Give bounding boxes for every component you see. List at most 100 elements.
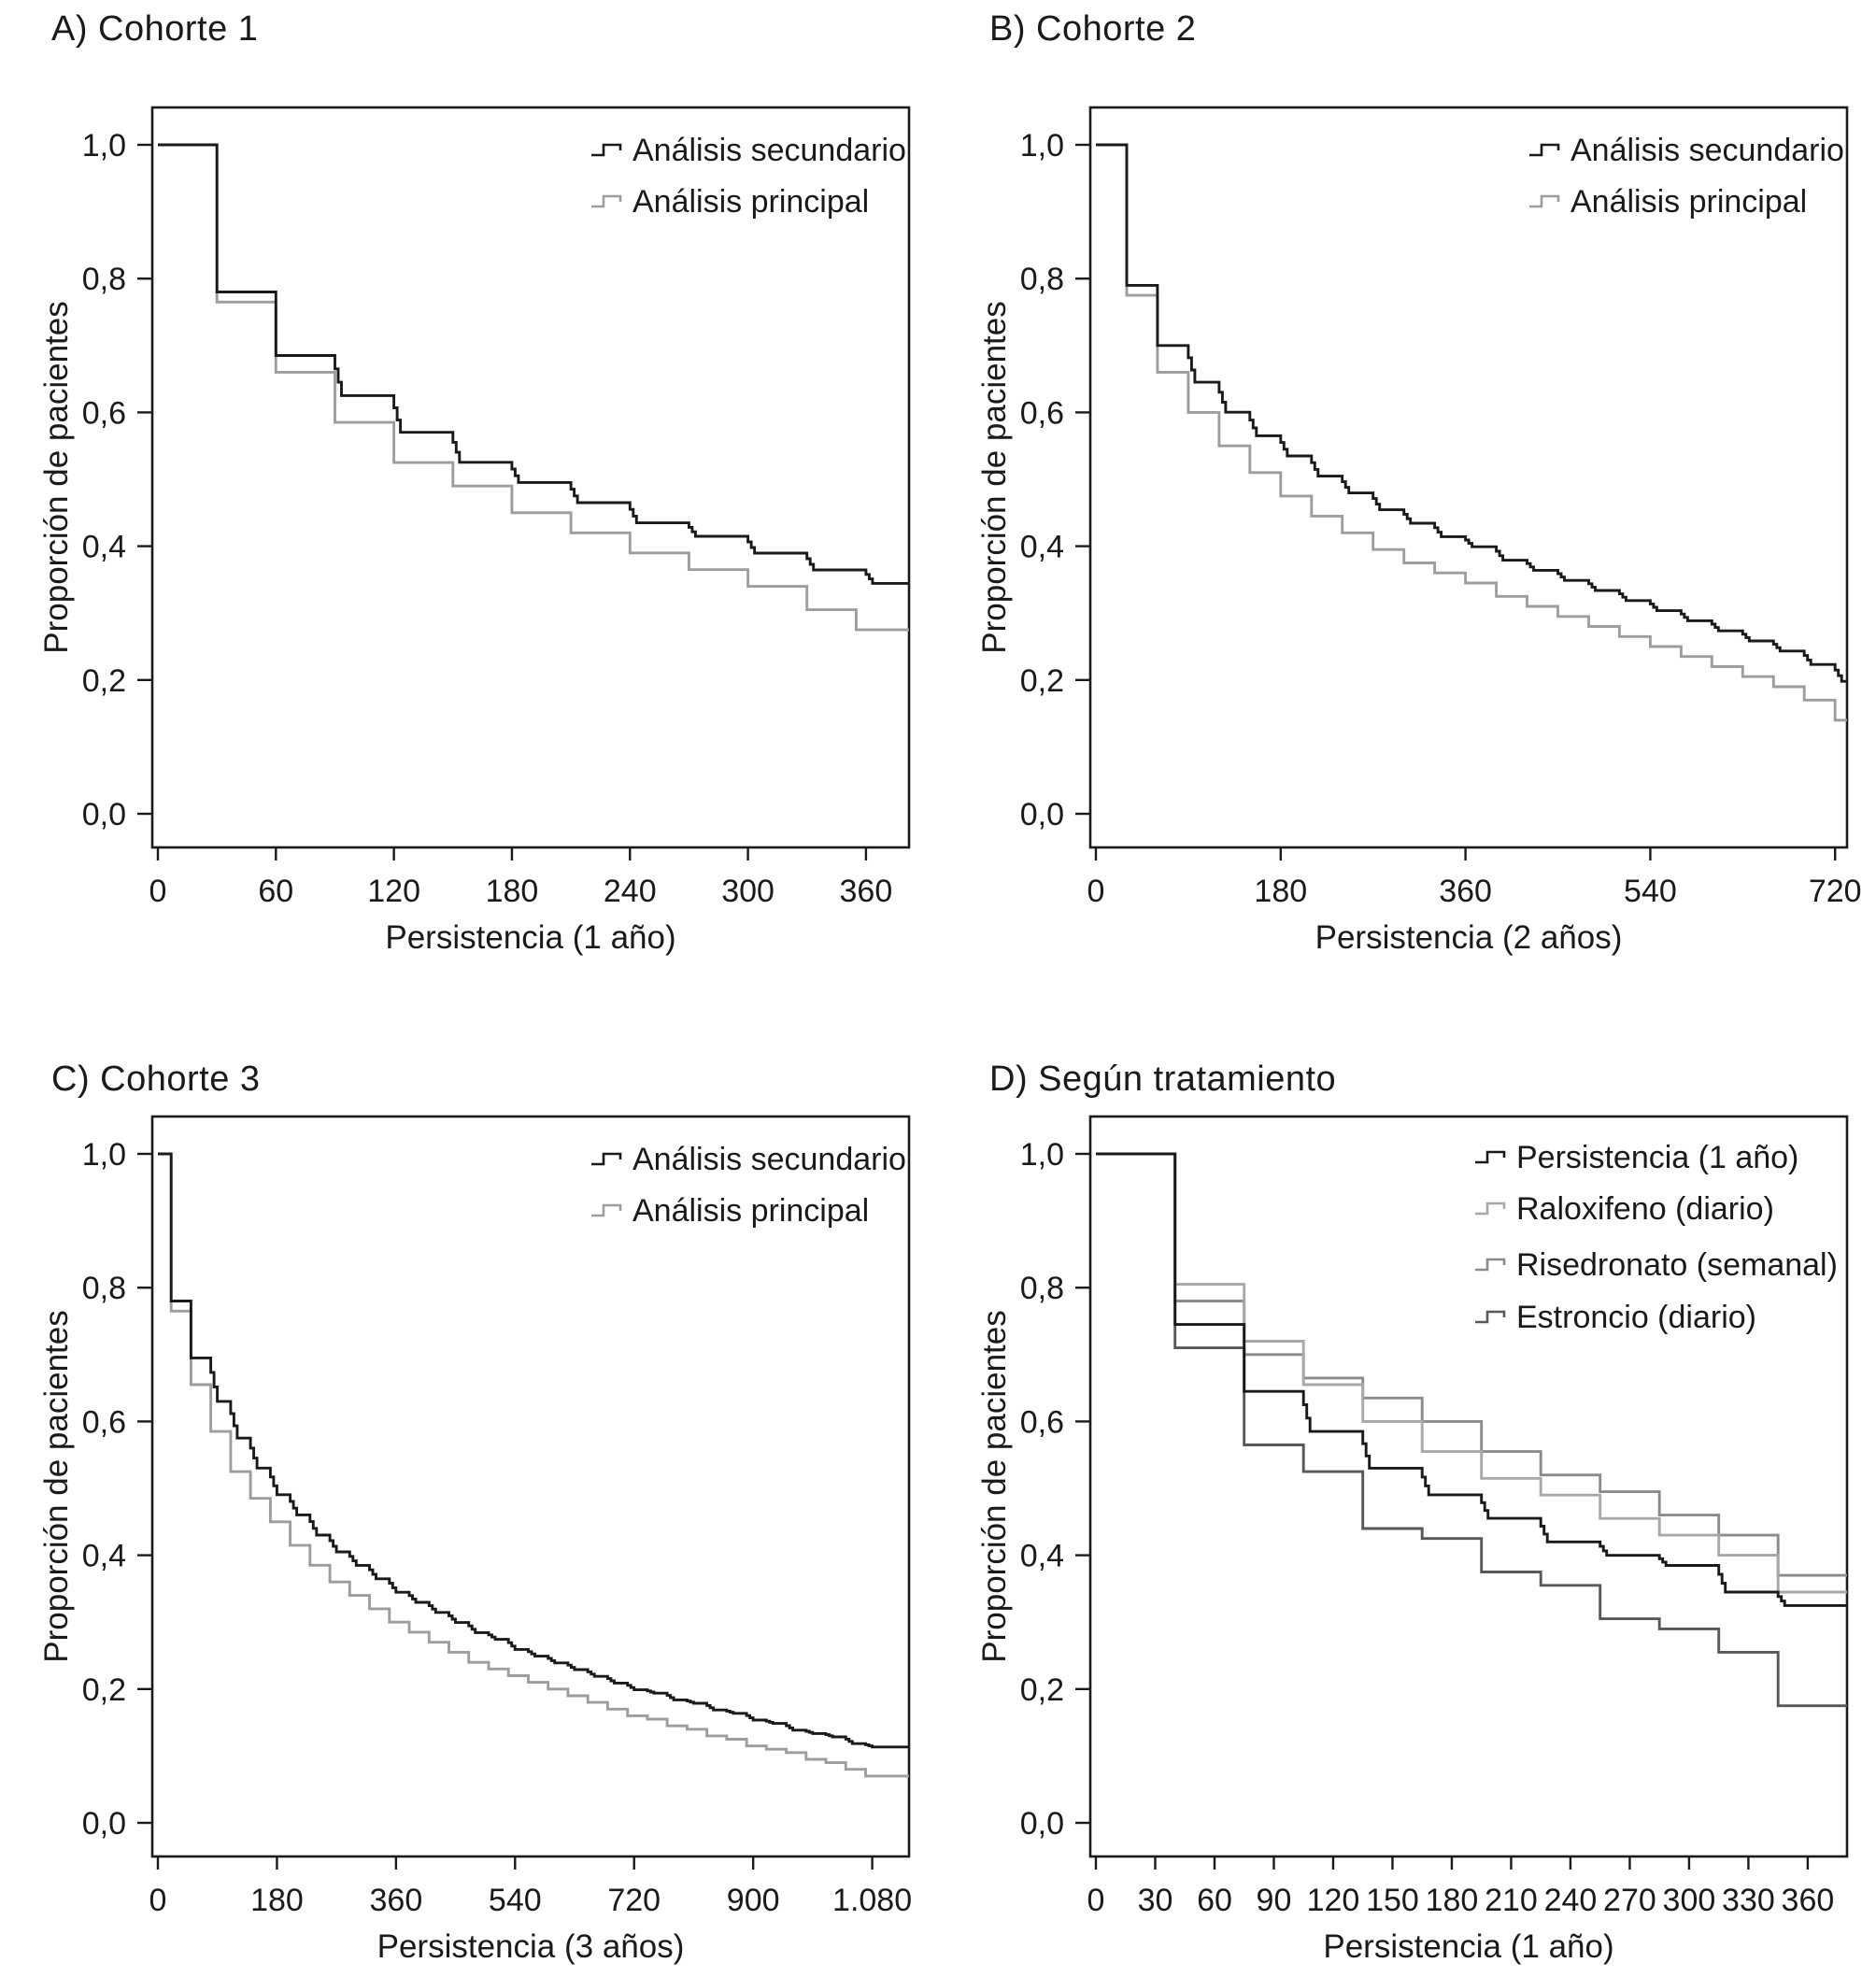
y-tick-label: 0,8 [82,262,126,297]
panel-c-title: C) Cohorte 3 [51,1060,261,1099]
chart-svg-D: 1,0 0,8 0,6 0,4 0,2 0,0 Proporción de paciente… [976,1115,1849,1965]
x-axis: 0 60 120 180 240 300 360 Persistencia (1 año) [149,847,893,956]
x-tick-label: 360 [370,1883,423,1918]
x-tick-label: 180 [1254,874,1307,909]
x-tick-label: 360 [840,874,893,909]
x-tick-label: 0 [149,1883,167,1918]
panel-cohorte-2: B) Cohorte 2 1,0 0,8 0,6 0,4 0,2 0,0 Proporció… [938,0,1876,988]
y-tick-label: 0,2 [1020,1672,1064,1708]
plot-frame [150,1115,911,1858]
series-path-an-lisis-principal [158,143,909,632]
legend-label: Estroncio (diario) [1516,1300,1756,1335]
legend-step-icon [591,1203,622,1217]
legend-step-icon [1475,1202,1506,1216]
y-axis: 1,0 0,8 0,6 0,4 0,2 0,0 Proporción de paciente… [38,1137,152,1842]
legend-label: Análisis principal [632,184,869,220]
panel-c-plot: 1,0 0,8 0,6 0,4 0,2 0,0 Proporción de paciente… [0,988,938,1977]
chart-svg-C: 1,0 0,8 0,6 0,4 0,2 0,0 Proporción de paciente… [38,1115,912,1965]
y-tick-label: 0,4 [82,1539,126,1574]
x-tick-label: 60 [1197,1883,1232,1918]
series-path-estroncio-diario- [1096,1152,1847,1708]
x-tick-label: 720 [1809,874,1862,909]
y-tick-label: 0,0 [1020,797,1064,832]
series-group [1096,143,1847,722]
x-tick-label: 120 [367,874,420,909]
x-tick-label: 240 [1544,1883,1598,1918]
y-axis-title: Proporción de pacientes [38,1310,75,1662]
y-tick-label: 1,0 [1020,1137,1064,1173]
legend-step-icon [1529,194,1560,208]
chart-svg-B: 1,0 0,8 0,6 0,4 0,2 0,0 Proporción de paciente… [976,106,1862,956]
y-tick-label: 0,6 [1020,395,1064,431]
legend-label: Análisis secundario [632,133,906,168]
x-axis-title: Persistencia (1 año) [1323,1928,1613,1965]
y-tick-label: 0,2 [82,663,126,699]
series-path-an-lisis-secundario [1096,143,1847,683]
y-tick-label: 0,6 [1020,1404,1064,1440]
x-tick-label: 270 [1603,1883,1656,1918]
x-tick-label: 180 [1426,1883,1479,1918]
x-tick-label: 360 [1439,874,1492,909]
plot-frame [1088,1115,1849,1858]
legend: Análisis secundario Análisis principal [591,133,906,220]
panel-a-plot: 1,0 0,8 0,6 0,4 0,2 0,0 Proporción de paciente… [0,0,938,988]
panel-d-title: D) Según tratamiento [989,1060,1337,1099]
y-tick-label: 1,0 [1020,128,1064,164]
y-tick-label: 1,0 [82,128,126,164]
x-tick-label: 540 [489,1883,542,1918]
x-tick-label: 300 [721,874,775,909]
legend-label: Risedronato (semanal) [1516,1247,1838,1283]
y-axis: 1,0 0,8 0,6 0,4 0,2 0,0 Proporción de paciente… [38,128,152,832]
y-tick-label: 0,8 [1020,262,1064,297]
panel-cohorte-1: A) Cohorte 1 1,0 0,8 0,6 0,4 0,2 0,0 Proporció… [0,0,938,988]
y-tick-label: 0,8 [82,1271,126,1306]
panel-b-title: B) Cohorte 2 [989,9,1197,49]
series-group [1096,1152,1847,1708]
legend: Análisis secundario Análisis principal [591,1142,906,1229]
x-axis: 0 180 360 540 720 900 1.080 Persistencia (3 año… [149,1856,912,1965]
x-tick-label: 0 [149,874,167,909]
x-tick-label: 360 [1782,1883,1835,1918]
x-tick-label: 300 [1663,1883,1716,1918]
y-tick-label: 0,0 [82,1806,126,1842]
x-tick-label: 150 [1366,1883,1419,1918]
x-tick-label: 540 [1624,874,1677,909]
y-tick-label: 1,0 [82,1137,126,1173]
x-tick-label: 180 [250,1883,304,1918]
panel-segun-tratamiento: D) Según tratamiento 1,0 0,8 0,6 0,4 0,2 0,0 P… [938,988,1876,1977]
y-tick-label: 0,4 [1020,1539,1064,1574]
y-axis-title: Proporción de pacientes [976,1310,1013,1662]
panel-b-plot: 1,0 0,8 0,6 0,4 0,2 0,0 Proporción de paciente… [938,0,1876,988]
x-tick-label: 1.080 [832,1883,912,1918]
legend-label: Análisis secundario [632,1142,906,1177]
series-path-persistencia-1-a-o- [1096,1152,1847,1607]
x-tick-label: 90 [1257,1883,1292,1918]
legend-label: Análisis principal [632,1193,869,1229]
legend-step-icon [1475,1150,1506,1164]
plot-frame [1088,106,1849,849]
x-tick-label: 240 [604,874,657,909]
x-tick-label: 210 [1485,1883,1538,1918]
chart-svg-A: 1,0 0,8 0,6 0,4 0,2 0,0 Proporción de paciente… [38,106,911,956]
x-tick-label: 180 [486,874,539,909]
panel-d-plot: 1,0 0,8 0,6 0,4 0,2 0,0 Proporción de paciente… [938,988,1876,1977]
y-tick-label: 0,8 [1020,1271,1064,1306]
y-tick-label: 0,2 [1020,663,1064,699]
x-tick-label: 60 [258,874,293,909]
legend-label: Persistencia (1 año) [1516,1140,1798,1175]
y-tick-label: 0,0 [82,797,126,832]
y-tick-label: 0,0 [1020,1806,1064,1842]
y-axis-title: Proporción de pacientes [38,301,75,653]
y-tick-label: 0,4 [82,530,126,565]
series-path-an-lisis-principal [158,1152,909,1778]
series-group [158,143,909,632]
x-axis: 0 180 360 540 720 Persistencia (2 años) [1087,847,1862,956]
legend-step-icon [591,143,622,157]
y-tick-label: 0,6 [82,395,126,431]
legend-label: Análisis principal [1570,184,1807,220]
panel-cohorte-3: C) Cohorte 3 1,0 0,8 0,6 0,4 0,2 0,0 Proporció… [0,988,938,1977]
x-axis-title: Persistencia (2 años) [1315,919,1623,956]
x-tick-label: 0 [1087,1883,1105,1918]
x-tick-label: 120 [1307,1883,1360,1918]
